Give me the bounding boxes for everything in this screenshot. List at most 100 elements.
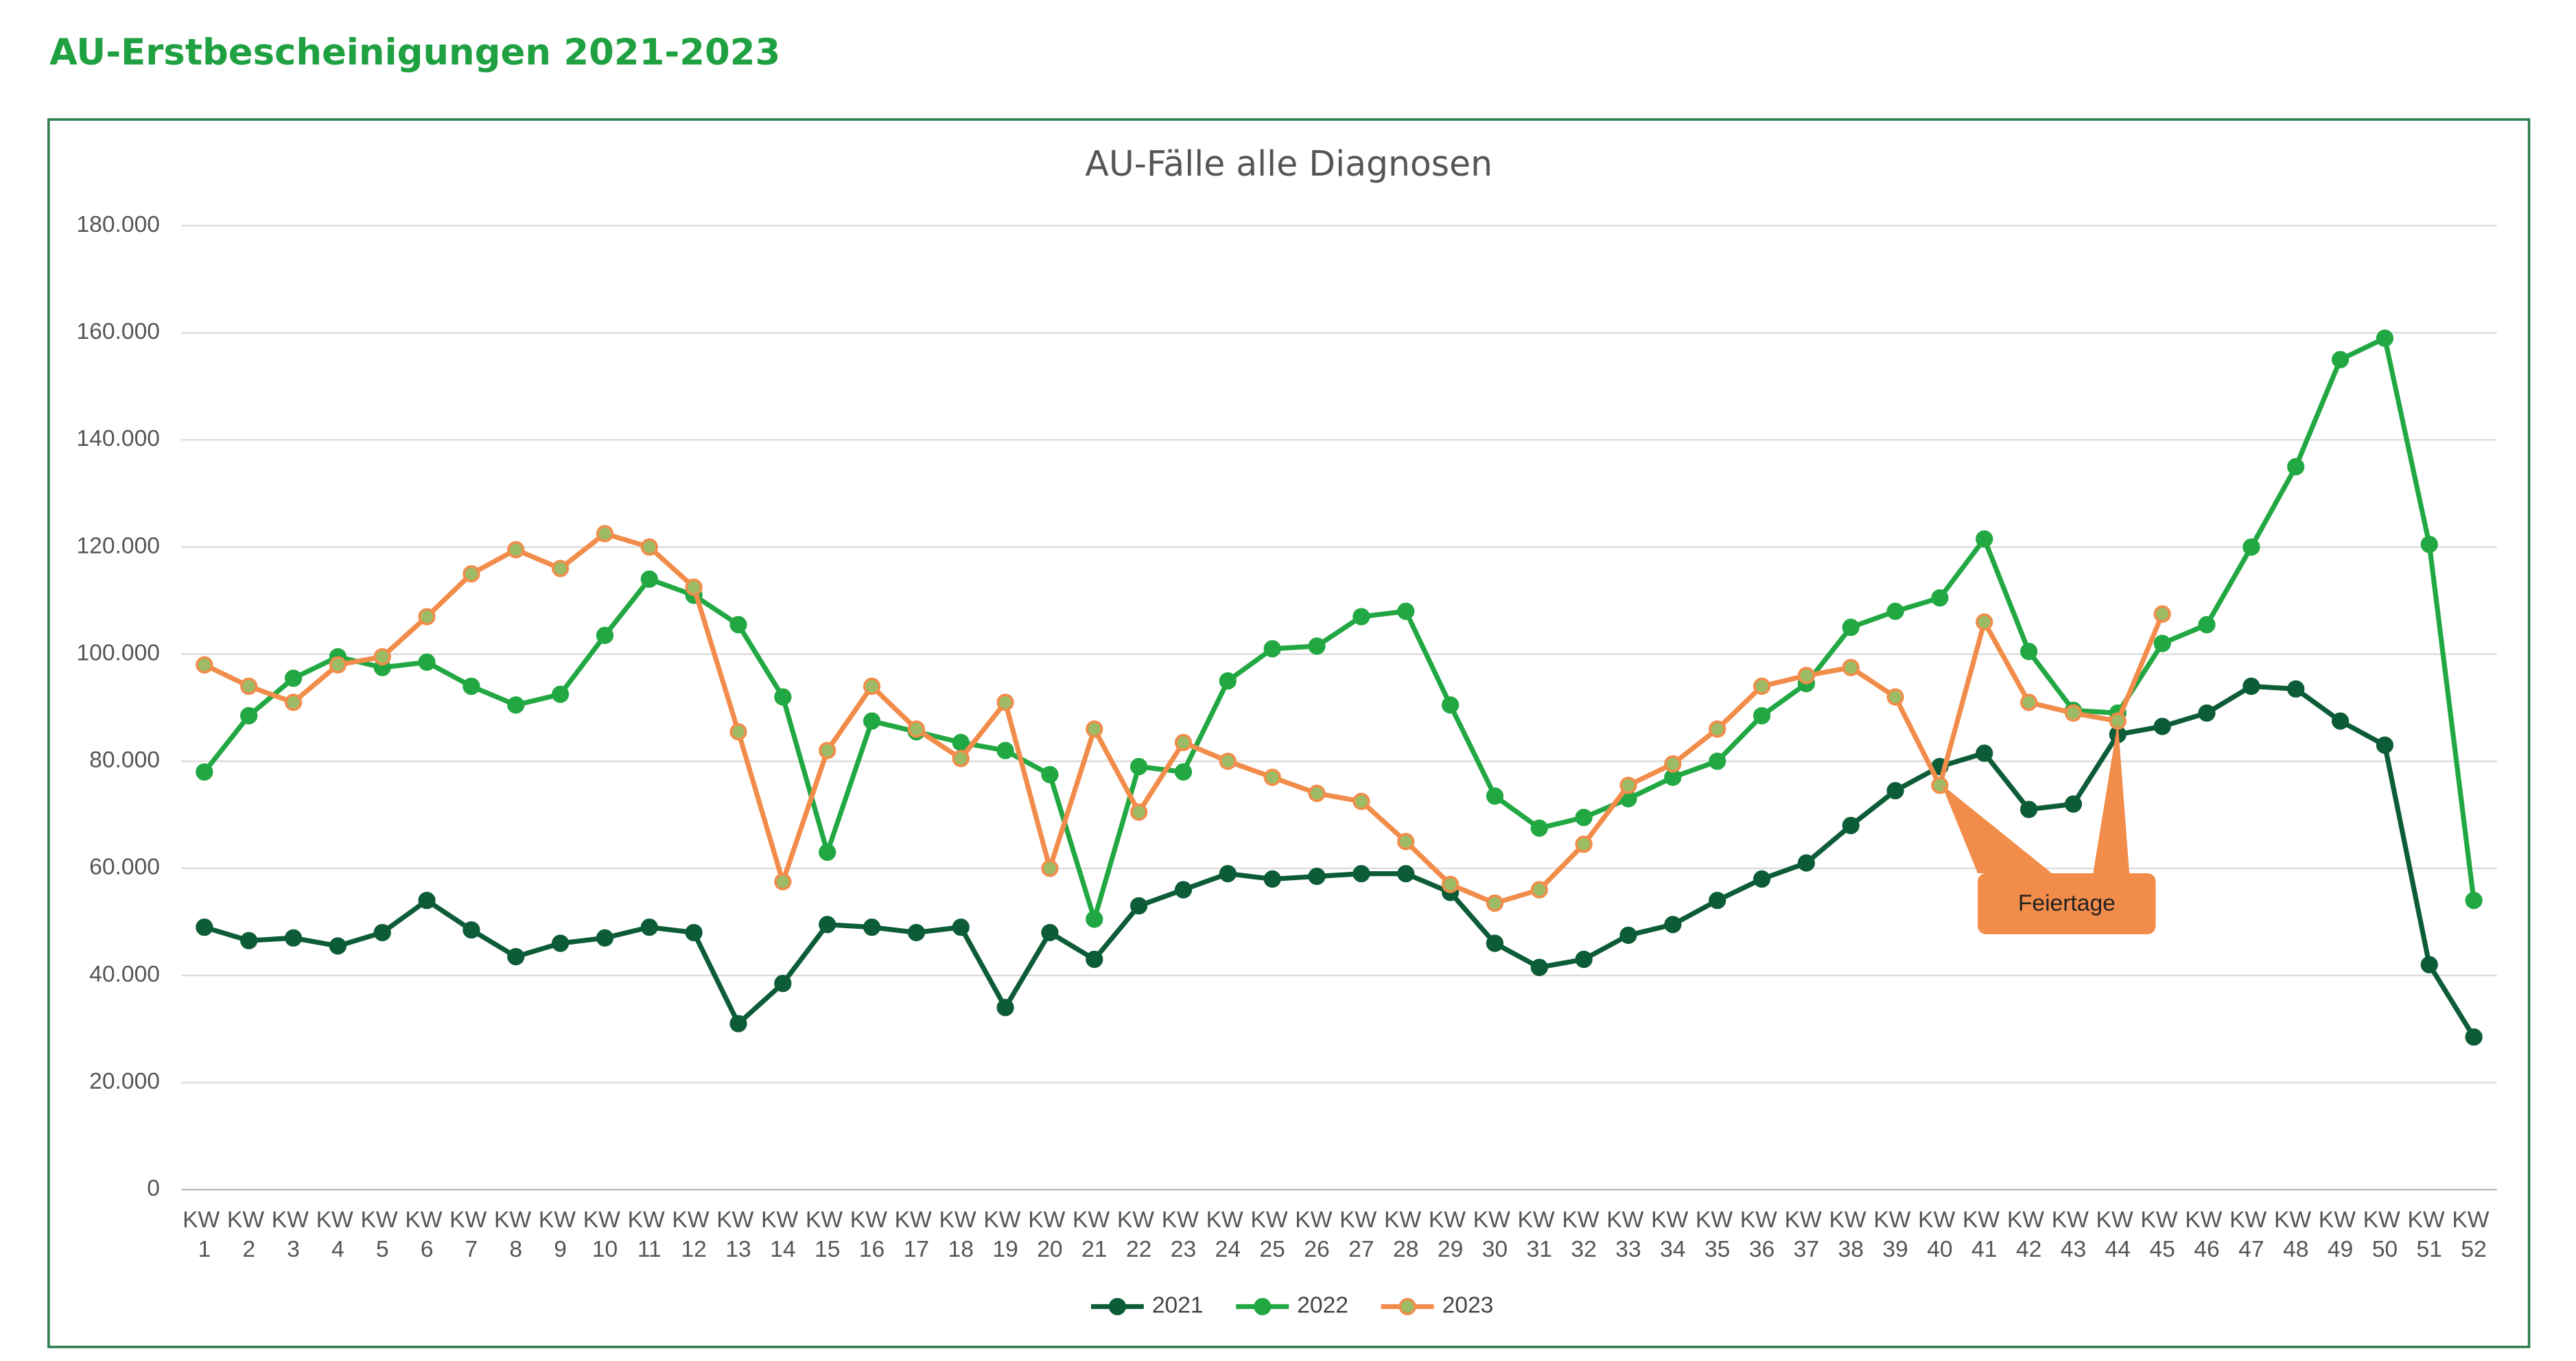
data-point (729, 723, 747, 741)
x-tick-label: KW 11 (628, 1207, 671, 1262)
data-point (1397, 865, 1415, 883)
data-point (1575, 809, 1593, 827)
x-tick-label: KW 22 (1117, 1207, 1160, 1262)
data-point (1086, 910, 1103, 928)
data-point (819, 843, 836, 861)
data-point (2019, 801, 2038, 818)
data-point (1664, 755, 1682, 773)
x-tick-label: KW 26 (1295, 1207, 1338, 1262)
x-tick-label: KW 13 (716, 1207, 760, 1262)
data-point (551, 560, 570, 578)
data-point (640, 538, 658, 556)
y-tick-label: 0 (147, 1176, 160, 1201)
data-point (2019, 694, 2038, 711)
data-point (1130, 757, 1148, 776)
data-point (2064, 795, 2083, 813)
y-tick-label: 160.000 (76, 319, 160, 344)
data-point (196, 656, 213, 674)
y-tick-label: 60.000 (89, 855, 160, 880)
data-point (507, 696, 525, 714)
data-point (1530, 819, 1548, 837)
data-point (1353, 792, 1370, 810)
x-tick-label: KW 25 (1250, 1207, 1293, 1262)
data-point (774, 688, 792, 706)
data-point (2243, 538, 2260, 556)
x-tick-label: KW 33 (1606, 1207, 1650, 1262)
y-tick-label: 80.000 (89, 748, 160, 773)
data-point (729, 1015, 747, 1032)
x-tick-label: KW 19 (983, 1207, 1027, 1262)
data-point (284, 929, 303, 947)
legend-label: 2021 (1152, 1293, 1204, 1318)
data-point (2331, 712, 2350, 730)
data-point (1530, 958, 1548, 976)
page-title: AU-Erstbescheinigungen 2021-2023 (49, 32, 780, 73)
data-point (2153, 605, 2171, 623)
data-point (1308, 637, 1326, 655)
data-point (819, 916, 836, 934)
data-point (2198, 704, 2216, 722)
data-point (1174, 881, 1193, 899)
data-point (2420, 535, 2438, 554)
data-point (284, 670, 303, 687)
y-tick-label: 120.000 (76, 533, 160, 558)
data-point (1086, 950, 1103, 969)
data-point (196, 763, 213, 781)
data-point (2287, 458, 2305, 475)
data-point (863, 919, 881, 936)
x-tick-label: KW 50 (2363, 1207, 2407, 1262)
series-line (203, 531, 2165, 906)
x-tick-label: KW 7 (449, 1207, 493, 1262)
data-point (196, 919, 213, 936)
x-tick-label: KW 48 (2274, 1207, 2317, 1262)
data-point (863, 677, 881, 696)
data-point (996, 999, 1014, 1017)
data-point (1575, 950, 1593, 969)
y-tick-label: 40.000 (89, 962, 160, 987)
data-point (373, 923, 391, 942)
data-point (373, 648, 391, 666)
data-point (1486, 934, 1504, 952)
data-point (1619, 926, 1637, 944)
data-point (1976, 613, 1993, 631)
x-tick-label: KW 18 (939, 1207, 983, 1262)
data-point (863, 712, 881, 730)
data-point (1308, 867, 1326, 886)
x-tick-label: KW 5 (360, 1207, 403, 1262)
data-point (507, 947, 525, 966)
data-point (1886, 782, 1904, 800)
x-tick-label: KW 30 (1473, 1207, 1517, 1262)
x-tick-label: KW 52 (2452, 1207, 2495, 1262)
x-tick-label: KW 27 (1339, 1207, 1383, 1262)
x-tick-label: KW 37 (1785, 1207, 1828, 1262)
data-point (952, 733, 970, 751)
legend-label: 2023 (1442, 1293, 1494, 1318)
data-point (1441, 696, 1460, 714)
data-point (1130, 897, 1148, 915)
data-point (284, 694, 303, 711)
data-point (2465, 1028, 2483, 1046)
x-tick-label: KW 44 (2096, 1207, 2140, 1262)
data-point (1842, 659, 1860, 676)
data-point (1886, 602, 1904, 620)
x-tick-label: KW 39 (1873, 1207, 1917, 1262)
x-tick-label: KW 47 (2229, 1207, 2273, 1262)
x-tick-label: KW 3 (272, 1207, 315, 1262)
data-point (1886, 688, 1904, 706)
y-tick-label: 180.000 (76, 212, 160, 237)
data-point (1263, 768, 1281, 786)
x-tick-label: KW 8 (494, 1207, 537, 1262)
data-point (1397, 602, 1415, 620)
callout-pointer (1941, 722, 2130, 874)
data-point (1753, 677, 1771, 696)
data-point (907, 923, 926, 942)
data-point (1486, 787, 1504, 805)
x-tick-label: KW 40 (1918, 1207, 1961, 1262)
data-point (1041, 766, 1059, 783)
x-tick-label: KW 23 (1162, 1207, 1205, 1262)
y-tick-label: 140.000 (76, 426, 160, 451)
data-point (1931, 589, 1949, 607)
legend-marker (1108, 1298, 1127, 1316)
series-line (202, 335, 2477, 922)
